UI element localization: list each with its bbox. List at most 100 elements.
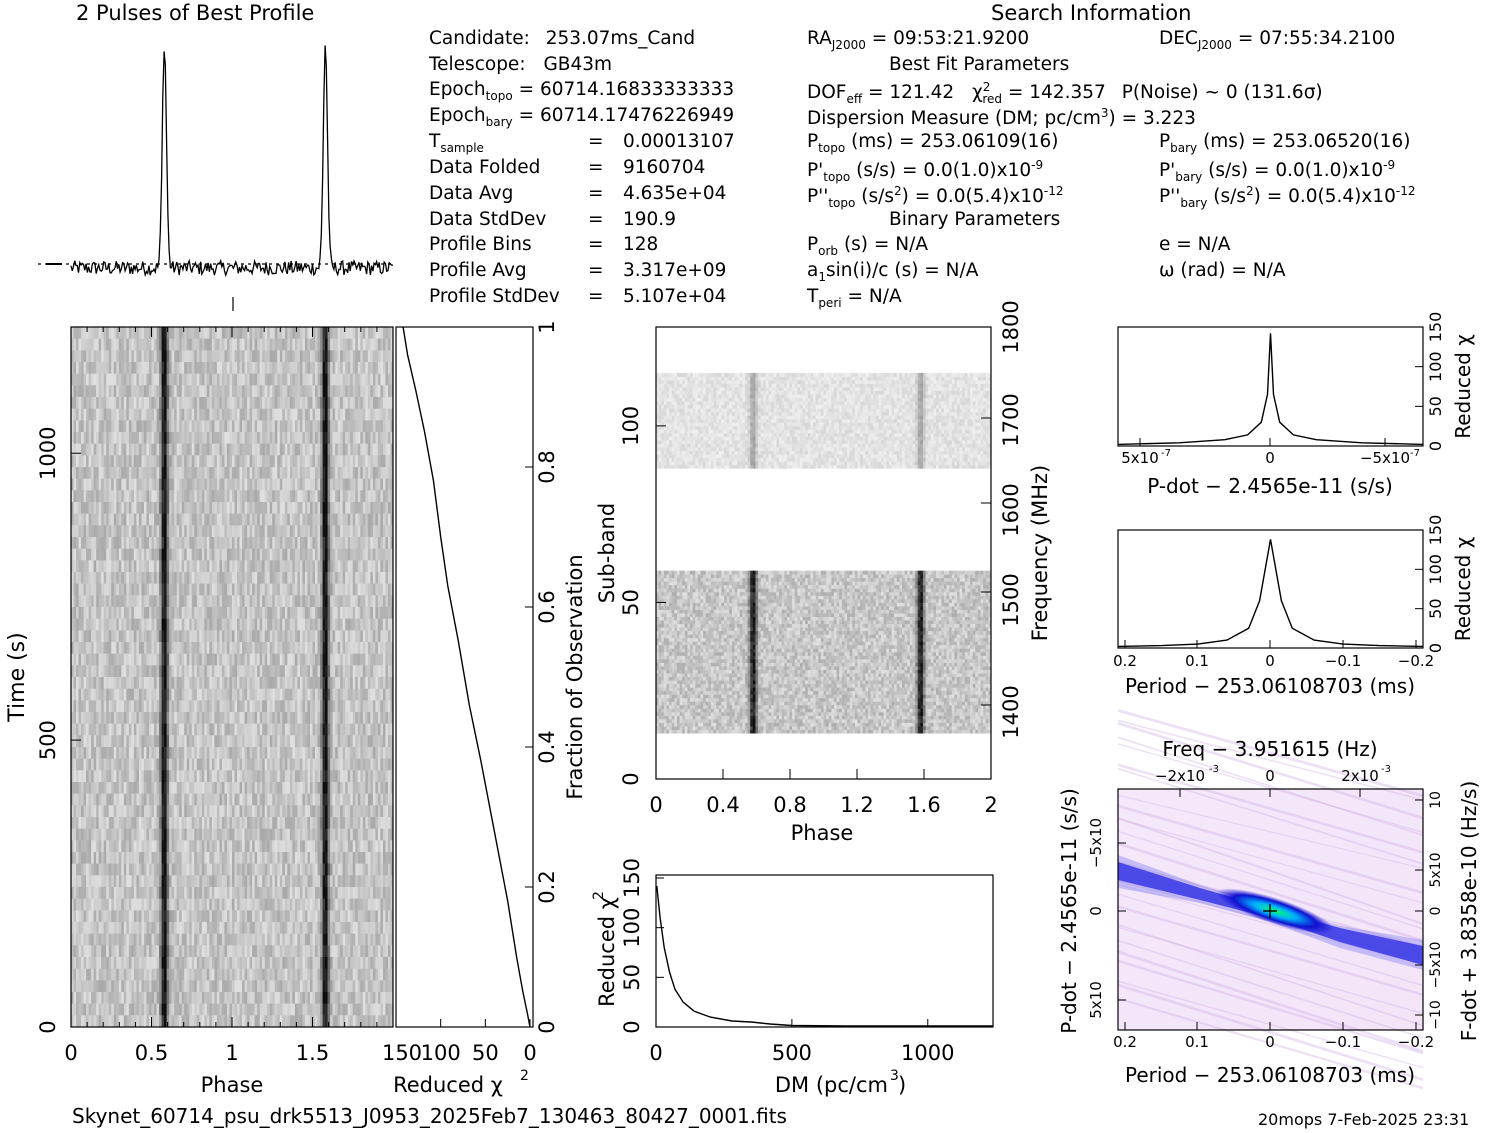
time-phase-cell xyxy=(209,665,213,678)
time-phase-cell xyxy=(221,478,225,491)
time-phase-cell xyxy=(277,478,281,491)
telescope-label: Telescope: xyxy=(429,54,526,75)
time-phase-cell xyxy=(123,677,127,690)
time-phase-cell xyxy=(257,432,261,445)
time-phase-cell xyxy=(232,373,235,386)
time-phase-cell xyxy=(304,525,308,538)
time-phase-cell xyxy=(169,350,173,363)
time-phase-cell xyxy=(289,455,293,468)
time-phase-cell xyxy=(259,583,263,596)
time-phase-cell xyxy=(307,478,311,491)
time-phase-cell xyxy=(141,397,145,410)
time-phase-cell xyxy=(83,548,87,561)
time-phase-cell xyxy=(169,677,173,690)
time-phase-cell xyxy=(342,688,346,701)
time-phase-cell xyxy=(171,618,175,631)
time-phase-cell xyxy=(81,583,84,596)
time-phase-cell xyxy=(121,630,125,643)
time-phase-cell xyxy=(98,747,102,760)
time-phase-cell xyxy=(254,350,258,363)
time-phase-cell xyxy=(194,455,198,468)
time-phase-cell xyxy=(279,630,283,643)
time-phase-cell xyxy=(201,467,205,480)
time-phase-cell xyxy=(199,350,203,363)
time-phase-cell xyxy=(161,432,165,445)
time-phase-cell xyxy=(93,373,97,386)
time-phase-cell xyxy=(131,758,135,771)
time-phase-cell xyxy=(191,560,195,573)
time-phase-cell xyxy=(121,478,125,491)
time-phase-cell xyxy=(98,467,102,480)
time-phase-cell xyxy=(264,502,268,515)
time-phase-cell xyxy=(252,408,256,421)
time-phase-cell xyxy=(159,373,162,386)
time-phase-cell xyxy=(176,735,180,748)
time-phase-cell xyxy=(252,467,256,480)
time-phase-cell xyxy=(171,595,175,608)
time-phase-cell xyxy=(284,618,288,631)
time-phase-cell xyxy=(307,595,311,608)
time-phase-cell xyxy=(322,642,326,655)
time-phase-cell xyxy=(169,700,173,713)
time-phase-cell xyxy=(176,525,180,538)
time-phase-cell xyxy=(156,362,160,375)
time-phase-cell xyxy=(330,618,334,631)
time-phase-cell xyxy=(309,420,313,433)
time-phase-cell xyxy=(189,677,193,690)
time-phase-cell xyxy=(370,758,374,771)
time-phase-cell xyxy=(370,338,374,351)
time-phase-cell xyxy=(387,455,391,468)
time-phase-cell xyxy=(385,735,389,748)
time-phase-cell xyxy=(362,712,366,725)
time-phase-cell xyxy=(309,525,313,538)
time-phase-cell xyxy=(184,443,188,456)
time-phase-cell xyxy=(289,572,293,585)
time-phase-cell xyxy=(309,688,313,701)
time-phase-cell xyxy=(116,607,120,620)
time-phase-cell xyxy=(88,502,92,515)
time-phase-cell xyxy=(332,700,336,713)
time-phase-cell xyxy=(161,688,165,701)
time-phase-cell xyxy=(282,723,286,736)
time-phase-cell xyxy=(216,443,220,456)
time-phase-cell xyxy=(377,455,381,468)
time-phase-cell xyxy=(372,408,376,421)
time-phase-cell xyxy=(146,350,150,363)
time-phase-cell xyxy=(143,688,147,701)
time-phase-cell xyxy=(219,747,223,760)
time-phase-cell xyxy=(156,420,160,433)
time-phase-cell xyxy=(332,373,336,386)
time-phase-cell xyxy=(340,758,344,771)
time-phase-cell xyxy=(244,490,248,503)
time-phase-cell xyxy=(327,653,331,666)
time-phase-cell xyxy=(101,397,105,410)
time-phase-cell xyxy=(148,677,152,690)
time-phase-cell xyxy=(176,397,180,410)
time-phase-cell xyxy=(350,548,354,561)
time-phase-cell xyxy=(126,432,130,445)
time-phase-cell xyxy=(209,688,213,701)
time-phase-cell xyxy=(257,712,261,725)
time-phase-cell xyxy=(360,607,364,620)
time-phase-cell xyxy=(345,513,349,526)
time-phase-cell xyxy=(274,373,278,386)
time-phase-cell xyxy=(128,758,132,771)
time-phase-cell xyxy=(108,723,112,736)
time-phase-cell xyxy=(325,607,328,620)
time-phase-cell xyxy=(387,607,391,620)
time-phase-cell xyxy=(259,420,263,433)
time-phase-cell xyxy=(247,502,251,515)
time-phase-cell xyxy=(294,385,298,398)
time-phase-cell xyxy=(289,362,293,375)
time-phase-cell xyxy=(239,583,243,596)
time-phase-cell xyxy=(337,362,341,375)
time-phase-cell xyxy=(116,595,120,608)
time-phase-cell xyxy=(224,572,228,585)
time-phase-cell xyxy=(128,677,132,690)
time-phase-cell xyxy=(209,432,213,445)
time-phase-cell xyxy=(254,513,258,526)
time-phase-cell xyxy=(194,408,198,421)
time-phase-cell xyxy=(98,408,102,421)
time-phase-cell xyxy=(169,653,173,666)
time-phase-cell xyxy=(262,583,266,596)
